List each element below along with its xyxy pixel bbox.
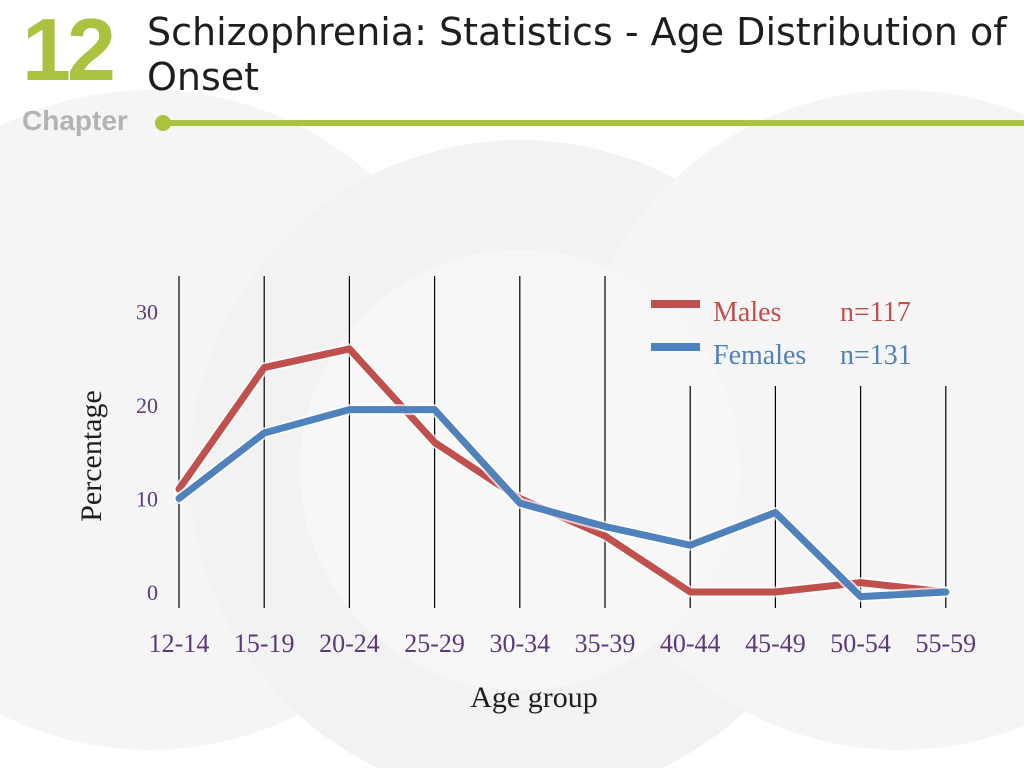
title-rule-line [168,120,1024,126]
legend-n-females: n=131 [840,340,912,371]
x-tick-label: 55-59 [915,629,976,658]
x-axis-title: Age group [470,681,597,714]
x-tick-label: 35-39 [575,629,636,658]
y-tick-label: 30 [136,300,158,325]
chapter-label: Chapter [22,105,128,136]
chapter-number: 12 [22,0,116,99]
x-tick-label: 25-29 [404,629,465,658]
gridlines [178,276,947,608]
series-line-females [175,406,950,601]
legend-n-males: n=117 [840,297,911,328]
x-tick-label: 40-44 [660,629,721,658]
legend-label-males: Males [713,297,781,328]
y-tick-labels: 0 10 20 30 [136,300,158,606]
y-tick-label: 20 [136,393,158,418]
series-halo-males [173,343,952,598]
x-tick-label: 30-34 [489,629,550,658]
series-lines [173,343,952,603]
x-tick-label: 15-19 [234,629,295,658]
legend-label-females: Females [713,340,806,371]
y-axis-title: Percentage [75,390,108,522]
legend: Males n=117 Females n=131 [651,297,912,371]
x-tick-labels: 12-14 15-19 20-24 25-29 30-34 35-39 40-44 45-49… [149,629,976,658]
y-tick-label: 10 [136,487,158,512]
x-tick-label: 20-24 [319,629,380,658]
x-tick-label: 50-54 [830,629,891,658]
y-tick-label: 0 [147,580,158,605]
x-tick-label: 12-14 [149,629,210,658]
slide-title: Schizophrenia: Statistics - Age Distribu… [147,10,1007,99]
x-tick-label: 45-49 [745,629,806,658]
title-rule-dot [155,115,171,131]
series-line-males [175,345,950,596]
